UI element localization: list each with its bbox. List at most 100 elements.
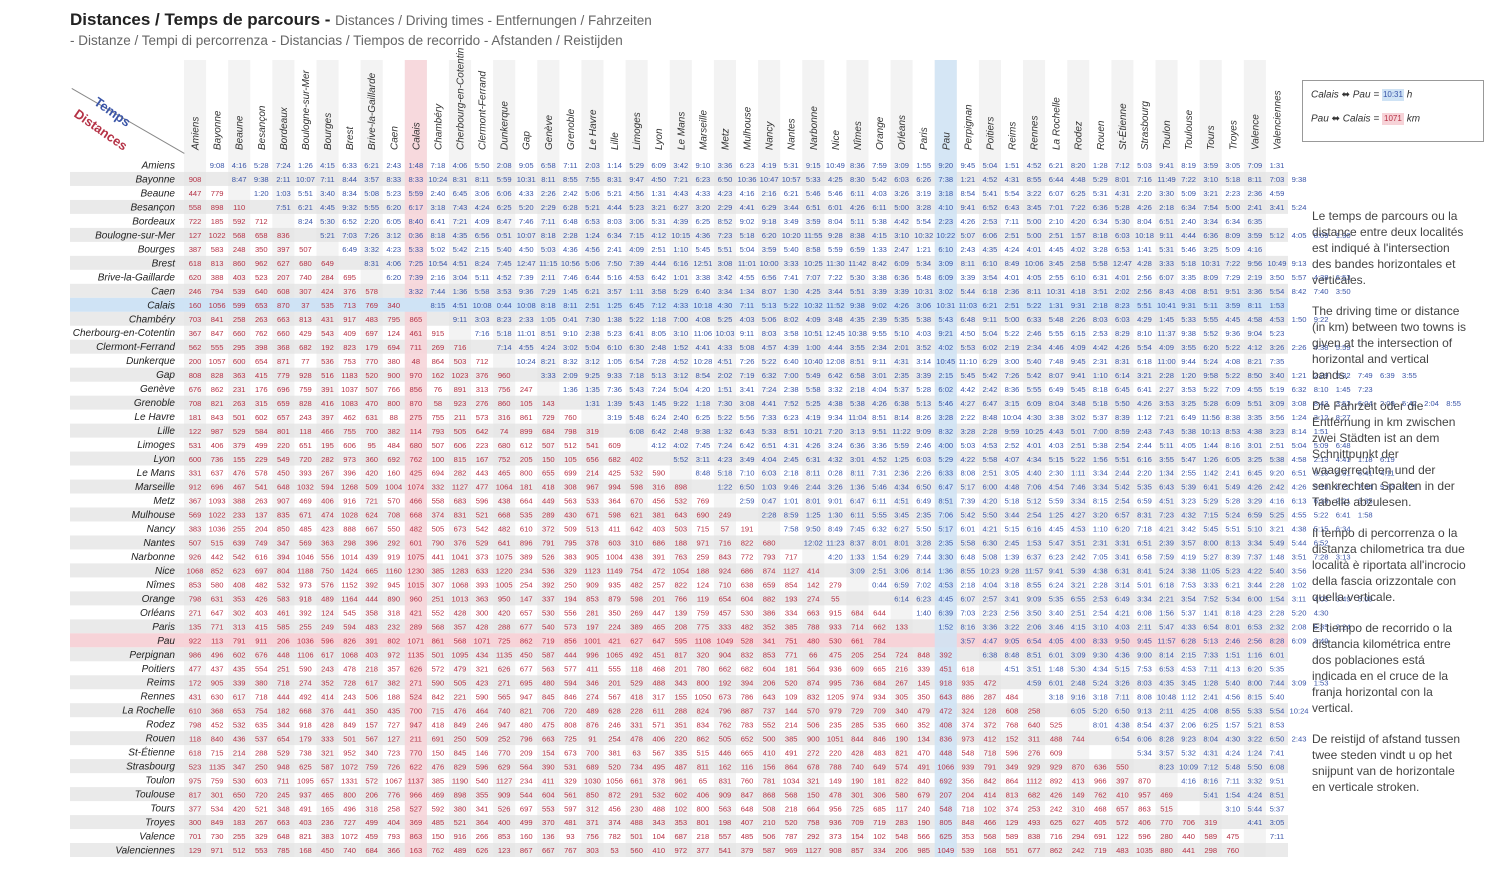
- time-cell: 8:33: [386, 175, 401, 184]
- time-cell: 10:31: [936, 301, 955, 310]
- time-cell: 2:15: [1181, 650, 1196, 659]
- time-cell: 2:24: [1336, 623, 1351, 632]
- time-cell: 4:00: [938, 441, 953, 450]
- time-cell: 5:00: [1027, 217, 1042, 226]
- time-cell: 6:06: [1137, 734, 1152, 743]
- time-cell: 8:00: [1247, 678, 1262, 687]
- time-cell: 9:22: [1314, 315, 1329, 324]
- distance-cell: 853: [586, 595, 599, 604]
- time-cell: 6:58: [541, 161, 556, 170]
- distance-cell: 535: [873, 720, 886, 729]
- distance-cell: 596: [1138, 832, 1151, 841]
- distance-cell: 909: [498, 790, 511, 799]
- distance-cell: 770: [365, 357, 378, 366]
- time-cell: 6:23: [695, 175, 710, 184]
- time-cell: 7:59: [1159, 553, 1174, 562]
- time-cell: 9:28: [828, 231, 843, 240]
- time-cell: 4:15: [872, 231, 887, 240]
- time-cell: 8:55: [960, 567, 975, 576]
- distance-cell: 134: [917, 734, 930, 743]
- distance-cell: 396: [343, 469, 356, 478]
- time-cell: 8:04: [1137, 217, 1152, 226]
- distance-cell: 849: [454, 720, 467, 729]
- time-cell: 6:20: [386, 203, 401, 212]
- time-cell: 7:26: [740, 357, 755, 366]
- distance-cell: 564: [520, 762, 533, 771]
- time-cell: 9:28: [1005, 567, 1020, 576]
- distance-cell: 1075: [407, 553, 424, 562]
- time-cell: 4:41: [695, 343, 710, 352]
- distance-cell: 1183: [341, 371, 357, 380]
- distance-cell: 392: [365, 581, 378, 590]
- time-cell: 2:31: [1093, 357, 1108, 366]
- time-cell: 6:21: [1225, 581, 1240, 590]
- distance-cell: 563: [542, 664, 555, 673]
- distance-cell: 740: [299, 273, 312, 282]
- distance-cell: 850: [277, 525, 290, 534]
- distance-cell: 887: [741, 706, 754, 715]
- time-cell: 11:52: [826, 301, 844, 310]
- time-cell: 7:06: [1027, 483, 1042, 492]
- row-header: Chambéry: [129, 314, 176, 325]
- time-cell: 5:48: [916, 273, 931, 282]
- distance-cell: 821: [520, 706, 533, 715]
- time-cell: 1:45: [1336, 385, 1351, 394]
- time-cell: 5:28: [916, 385, 931, 394]
- distance-cell: 824: [697, 706, 710, 715]
- time-cell: 5:24: [1203, 357, 1218, 366]
- time-cell: 6:48: [1336, 441, 1351, 450]
- distance-cell: 654: [719, 595, 732, 604]
- time-cell: 6:18: [1159, 581, 1174, 590]
- distance-cell: 423: [321, 525, 334, 534]
- time-cell: 3:28: [1093, 245, 1108, 254]
- distance-cell: 838: [1028, 832, 1041, 841]
- time-cell: 2:28: [1270, 581, 1285, 590]
- distance-cell: 784: [873, 637, 886, 646]
- distance-cell: 937: [299, 790, 312, 799]
- distance-cell: 1022: [209, 231, 226, 240]
- time-cell: 6:32: [1292, 385, 1307, 394]
- time-cell: 8:11: [1248, 301, 1262, 310]
- time-cell: 4:50: [519, 245, 534, 254]
- distance-cell: 618: [189, 748, 202, 757]
- distance-cell: 469: [1160, 790, 1173, 799]
- distance-cell: 861: [520, 413, 533, 422]
- time-cell: 4:27: [1071, 511, 1086, 520]
- distance-cell: 530: [741, 609, 754, 618]
- highlight-row-pau: [70, 633, 1288, 648]
- time-cell: 6:10: [983, 259, 998, 268]
- distance-cell: 900: [807, 734, 820, 743]
- time-cell: 5:20: [519, 203, 534, 212]
- distance-cell: 411: [542, 776, 554, 785]
- time-cell: 8:47: [497, 217, 512, 226]
- distance-cell: 397: [277, 245, 290, 254]
- time-cell: 2:51: [1071, 609, 1086, 618]
- time-cell: 8:43: [1314, 399, 1329, 408]
- distance-cell: 1013: [452, 595, 469, 604]
- time-cell: 7:37: [1247, 553, 1262, 562]
- distance-cell: 822: [674, 581, 687, 590]
- distance-cell: 491: [917, 762, 930, 771]
- distance-cell: 206: [895, 846, 908, 855]
- time-cell: 10:31: [1047, 287, 1066, 296]
- row-header: Orléans: [140, 608, 175, 619]
- distance-cell: 254: [873, 650, 886, 659]
- distance-cell: 813: [299, 315, 312, 324]
- column-header: Valence: [1250, 114, 1261, 150]
- distance-cell: 730: [211, 832, 224, 841]
- distance-cell: 1030: [584, 776, 601, 785]
- time-cell: 3:21: [1203, 189, 1218, 198]
- time-cell: 8:59: [784, 511, 799, 520]
- time-cell: 6:21: [585, 287, 600, 296]
- time-cell: 8:03: [607, 217, 622, 226]
- distance-cell: 787: [785, 832, 798, 841]
- time-cell: 8:14: [894, 413, 909, 422]
- distance-cell: 689: [586, 762, 599, 771]
- distance-cell: 1071: [407, 637, 424, 646]
- time-cell: 7:00: [784, 371, 799, 380]
- distance-cell: 350: [917, 692, 930, 701]
- distance-cell: 759: [211, 776, 224, 785]
- time-cell: 7:03: [960, 609, 975, 618]
- distance-cell: 758: [807, 818, 820, 827]
- time-cell: 7:53: [1181, 581, 1196, 590]
